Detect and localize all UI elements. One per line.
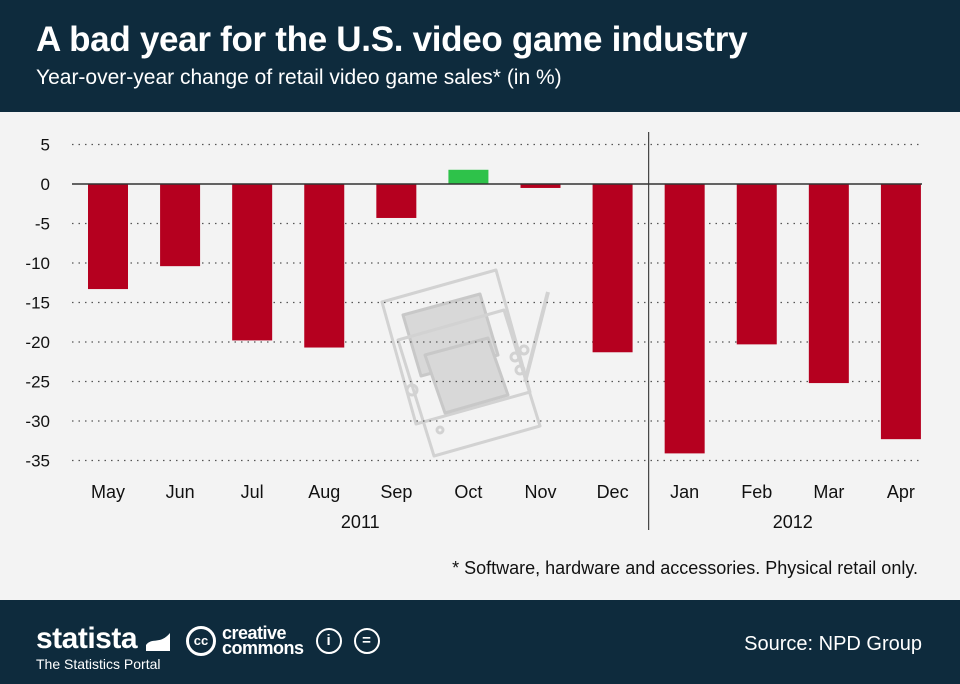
x-tick-label: Nov [524,482,556,502]
y-tick-label: 0 [41,175,50,194]
footer: statista The Statistics Portal cc creati… [0,600,960,684]
cc-icon: cc [186,626,216,656]
statista-logo[interactable]: statista [36,622,138,655]
x-tick-label: Oct [454,482,482,502]
bar-chart: 5 0 -5 -10 -15 -20 -25 -30 -35 May Jun Jul Aug Sep Oct… [25,132,922,532]
y-tick-label: -5 [35,215,50,234]
bar-dec[interactable] [592,184,633,353]
y-tick-label: -10 [25,254,50,273]
chart-area: 5 0 -5 -10 -15 -20 -25 -30 -35 May Jun Jul Aug Sep Oct… [0,112,960,600]
bar-jan[interactable] [664,184,705,454]
bar-apr[interactable] [880,184,921,440]
bar-may[interactable] [88,184,128,290]
statista-tagline: The Statistics Portal [36,656,161,672]
y-tick-label: -25 [25,373,50,392]
creative-commons-license[interactable]: cc creative commons i = [186,624,380,658]
x-tick-label: Sep [380,482,412,502]
bar-nov[interactable] [520,184,561,188]
x-tick-label: May [91,482,125,502]
bar-jul[interactable] [232,184,273,341]
chart-subtitle: Year-over-year change of retail video ga… [36,66,562,89]
cc-line-2: commons [222,638,304,658]
x-tick-label: Jun [166,482,195,502]
header: A bad year for the U.S. video game indus… [0,0,960,112]
bar-sep[interactable] [376,184,417,218]
bar-jun[interactable] [160,184,201,267]
bar-feb[interactable] [736,184,777,345]
x-tick-label: Jul [241,482,264,502]
y-tick-label: -20 [25,333,50,352]
chart-title: A bad year for the U.S. video game indus… [36,20,748,59]
source-credit: Source: NPD Group [744,633,922,655]
y-tick-label: -15 [25,294,50,313]
year-group-label: 2011 [341,512,380,532]
x-tick-label: Dec [597,482,629,502]
bar-aug[interactable] [304,184,345,348]
bar-oct[interactable] [448,169,489,184]
bar-mar[interactable] [808,184,849,384]
x-tick-label: Aug [308,482,340,502]
y-tick-label: -35 [25,452,50,471]
x-tick-label: Apr [887,482,915,502]
x-tick-label: Jan [670,482,699,502]
cc-line-1: creative [222,623,287,643]
handheld-console-icon [380,268,550,458]
x-tick-label: Feb [741,482,772,502]
no-derivatives-icon: = [353,628,380,654]
year-group-label: 2012 [773,512,813,532]
y-tick-label: -30 [25,412,50,431]
cc-wordmark: creative commons [222,623,304,658]
footnote: * Software, hardware and accessories. Ph… [452,558,918,578]
statista-flag-icon [146,633,170,651]
x-tick-label: Mar [813,482,844,502]
attribution-icon: i [315,628,342,654]
y-tick-label: 5 [41,136,50,155]
